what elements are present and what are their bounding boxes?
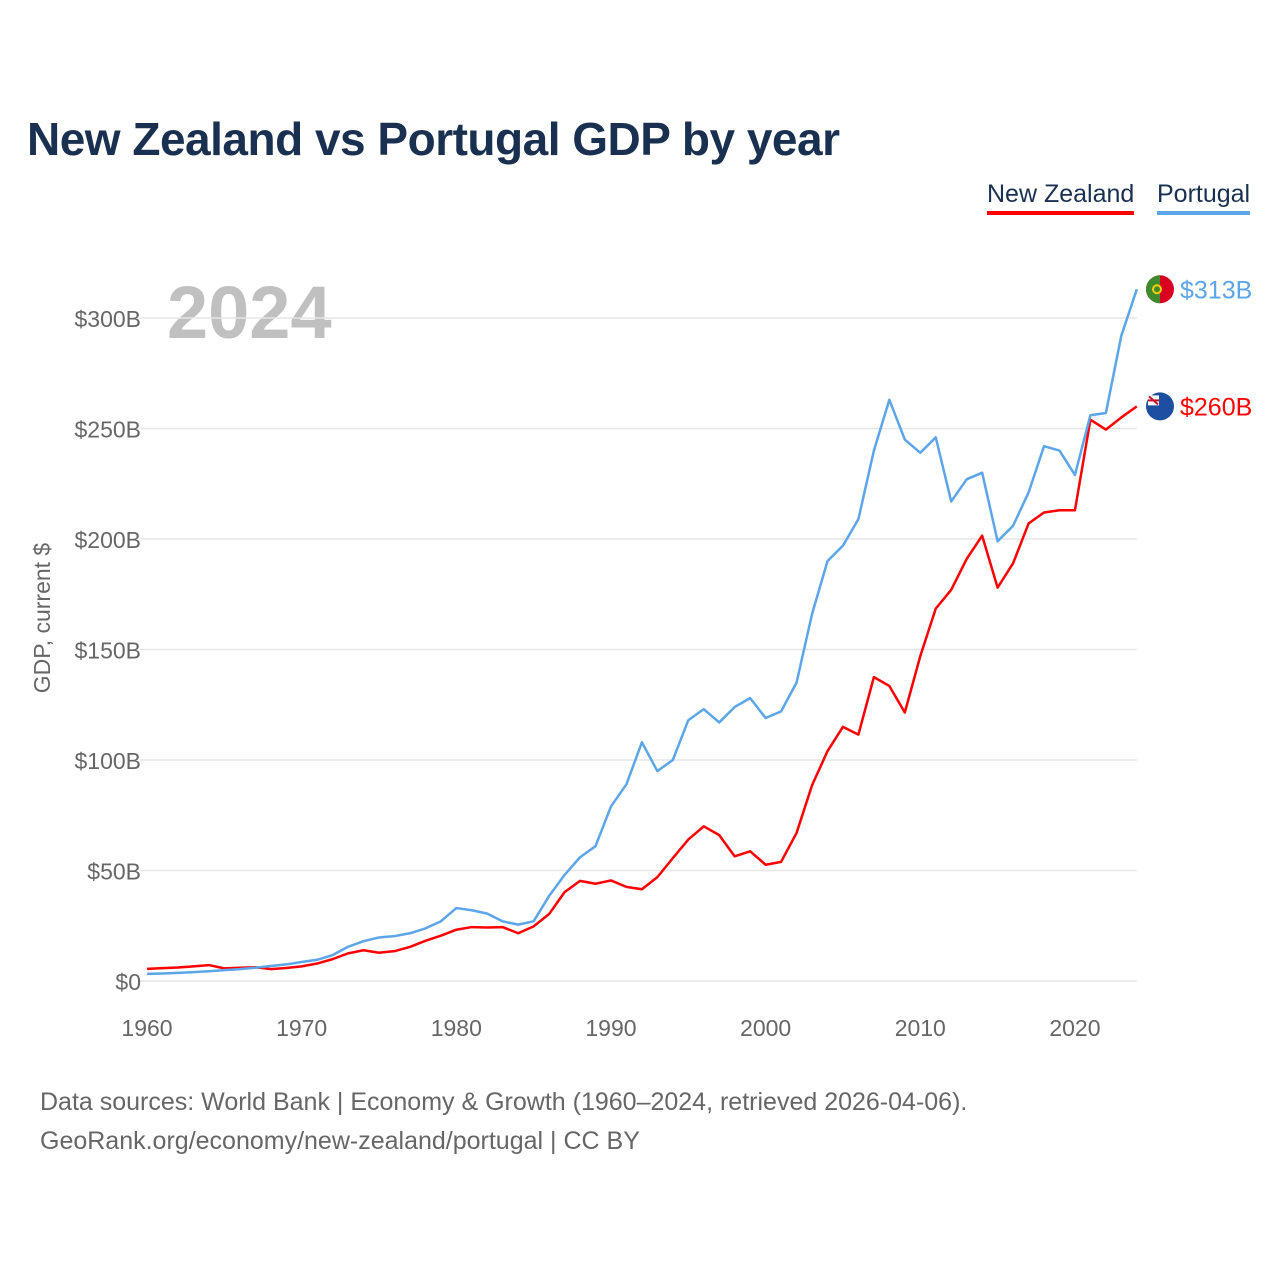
legend-portugal[interactable]: Portugal: [1157, 180, 1251, 215]
x-tick-label: 2010: [895, 1015, 946, 1041]
y-tick-label: $50B: [87, 859, 141, 885]
x-tick-label: 1980: [431, 1015, 482, 1041]
y-tick-label: $250B: [74, 417, 141, 443]
x-tick-label: 1990: [585, 1015, 636, 1041]
y-tick-label: $300B: [74, 306, 141, 332]
footer-link[interactable]: GeoRank.org/economy/new-zealand/portugal…: [40, 1127, 640, 1155]
y-tick-label: $0: [115, 969, 141, 995]
y-tick-label: $200B: [74, 527, 141, 553]
chart-title: New Zealand vs Portugal GDP by year: [27, 113, 840, 165]
new-zealand-flag-icon: [1146, 392, 1174, 421]
flag-emblem: [1152, 284, 1162, 295]
end-value-label: $260B: [1180, 393, 1252, 421]
legend-new-zealand[interactable]: New Zealand: [987, 180, 1135, 215]
x-tick-label: 2000: [740, 1015, 791, 1041]
y-axis-label: GDP, current $: [29, 543, 55, 694]
x-tick-label: 1960: [121, 1015, 172, 1041]
x-tick-label: 1970: [276, 1015, 327, 1041]
portugal-flag-icon: [1146, 275, 1174, 304]
y-tick-label: $150B: [74, 638, 141, 664]
chart-canvas: 2024 GDP, current $ $0 $50B $100B $150B $200…: [29, 271, 1252, 1041]
series-line-new-zealand: [146, 405, 1138, 971]
x-tick-label: 2020: [1049, 1015, 1100, 1041]
footer-sources: Data sources: World Bank | Economy & Gro…: [40, 1088, 968, 1116]
end-value-label: $313B: [1180, 276, 1252, 304]
y-tick-label: $100B: [74, 748, 141, 774]
series-line-portugal: [146, 288, 1138, 976]
footer: Data sources: World Bank | Economy & Gro…: [40, 1083, 967, 1161]
year-label: 2024: [167, 271, 332, 354]
